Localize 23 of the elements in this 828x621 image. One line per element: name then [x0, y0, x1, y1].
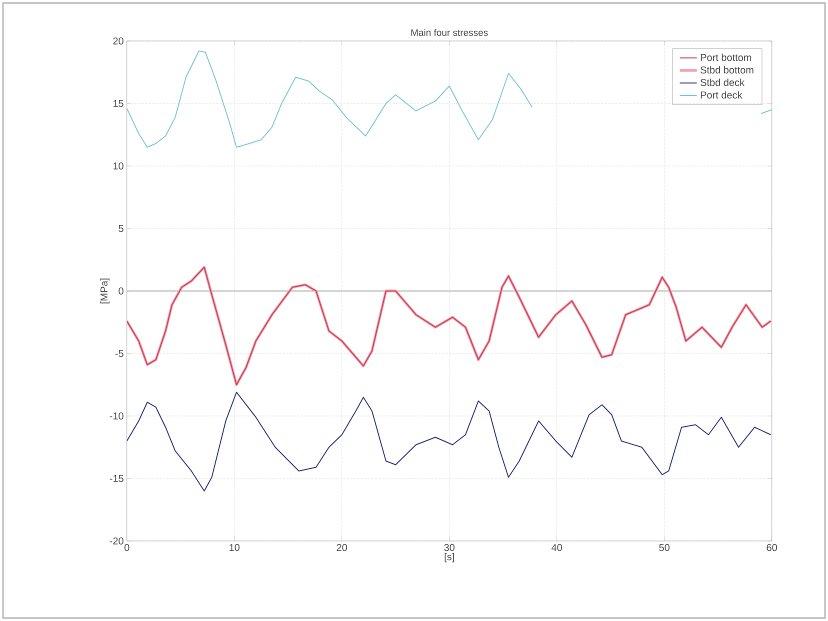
y-tick-label: 10 — [113, 162, 124, 170]
x-tick-label: 60 — [766, 544, 778, 552]
legend-label: Stbd deck — [700, 78, 745, 86]
y-tick-label: -5 — [115, 350, 124, 357]
x-tick-label: 20 — [336, 544, 348, 552]
y-tick-label: 15 — [113, 100, 124, 107]
y-axis-title: [MPa] — [100, 278, 110, 304]
y-tick-label: 20 — [113, 37, 124, 45]
y-tick-label: 5 — [118, 225, 124, 232]
chart-title: Main four stresses — [411, 28, 488, 36]
y-tick-label: -10 — [110, 412, 124, 420]
x-tick-label: 0 — [124, 544, 130, 552]
x-tick-label: 50 — [659, 544, 670, 552]
legend-label: Port deck — [700, 91, 742, 99]
x-tick-label: 40 — [552, 544, 562, 552]
y-tick-label: -20 — [110, 537, 124, 545]
y-tick-label: -15 — [110, 475, 124, 482]
legend-label: Stbd bottom — [700, 66, 754, 74]
x-axis-title: [s] — [444, 552, 454, 562]
y-tick-label: 0 — [118, 287, 124, 295]
x-tick-label: 10 — [230, 544, 240, 552]
legend-label: Port bottom — [700, 54, 752, 62]
x-tick-label: 30 — [444, 544, 455, 552]
